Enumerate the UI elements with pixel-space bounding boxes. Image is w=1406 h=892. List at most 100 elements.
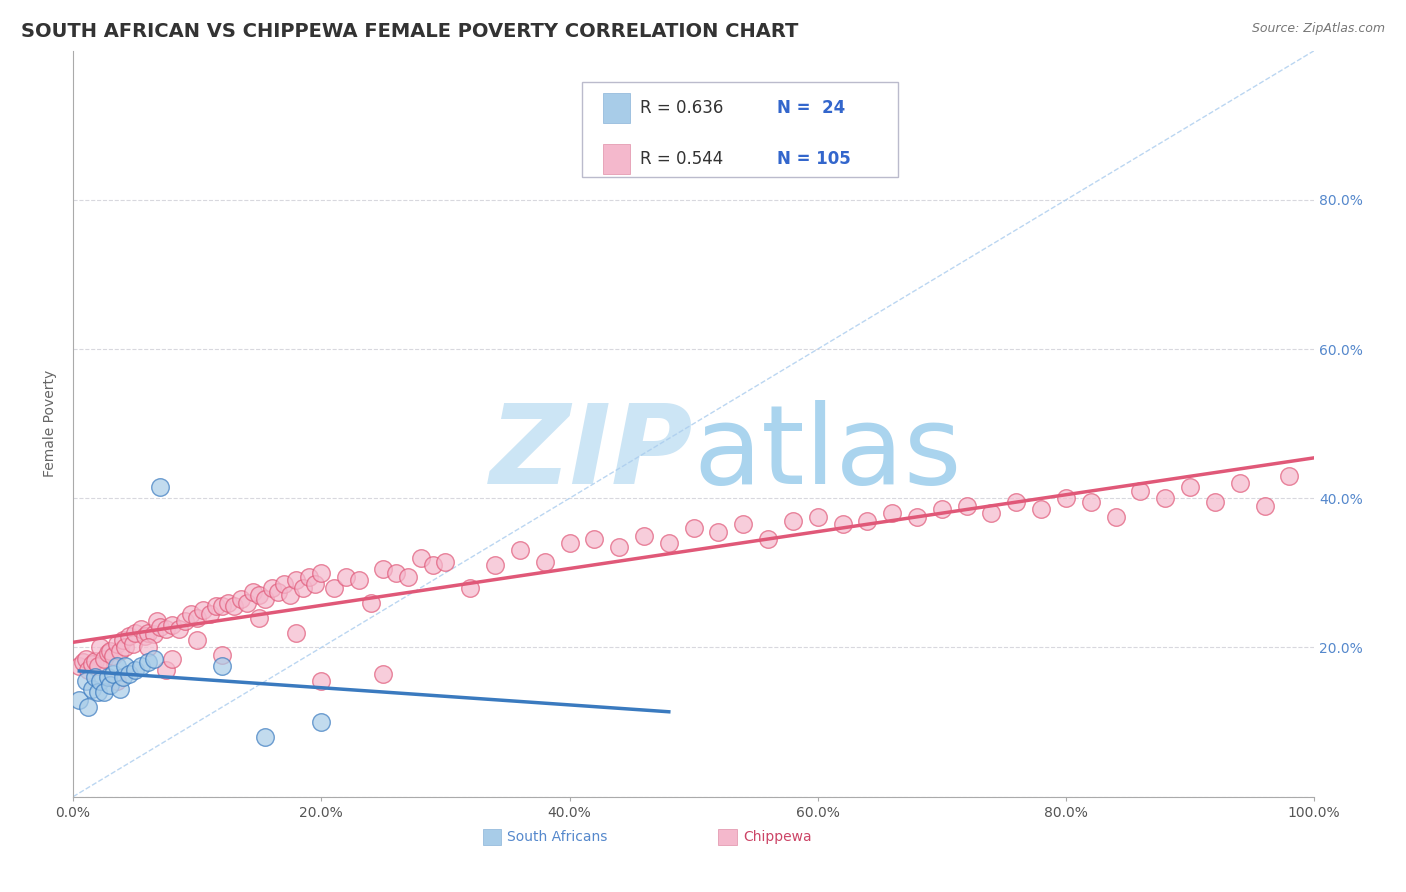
Point (422, 558, 444, 573)
Point (105, 637, 128, 651)
Point (905, 510, 928, 524)
Point (782, 514, 804, 528)
FancyBboxPatch shape (718, 829, 737, 845)
Point (607, 540, 630, 554)
Point (93, 685, 115, 699)
Point (229, 592, 252, 607)
Point (458, 581, 481, 595)
Point (247, 610, 270, 624)
Point (322, 581, 344, 595)
Point (80, 681, 103, 696)
Point (146, 615, 169, 629)
Point (80, 657, 103, 671)
Point (101, 649, 124, 664)
Point (111, 633, 134, 648)
Point (931, 502, 953, 516)
Point (89, 674, 111, 689)
Point (1005, 495, 1028, 509)
Text: atlas: atlas (693, 400, 962, 507)
Point (114, 659, 136, 673)
Point (224, 599, 246, 614)
Point (242, 584, 264, 599)
Point (124, 625, 146, 640)
Point (136, 656, 159, 670)
Text: N =  24: N = 24 (776, 99, 845, 117)
Point (101, 666, 124, 681)
Point (285, 625, 308, 640)
Point (162, 651, 184, 665)
Point (211, 599, 233, 614)
Point (533, 555, 555, 569)
FancyBboxPatch shape (603, 93, 630, 123)
Point (633, 528, 655, 542)
Text: Chippewa: Chippewa (744, 830, 811, 844)
Point (217, 596, 239, 610)
Point (204, 599, 226, 614)
Point (1129, 483, 1152, 498)
Point (254, 592, 277, 607)
Point (335, 569, 357, 583)
Point (509, 543, 531, 558)
Point (167, 622, 190, 636)
Point (373, 562, 395, 576)
Point (311, 674, 333, 689)
Point (149, 619, 172, 633)
Point (118, 666, 141, 681)
Point (1154, 491, 1177, 506)
Point (434, 555, 457, 569)
Point (267, 584, 290, 599)
Point (278, 588, 301, 602)
Point (142, 627, 165, 641)
Point (121, 637, 143, 651)
Point (409, 551, 432, 566)
Point (173, 615, 195, 629)
Point (134, 629, 156, 643)
Point (118, 629, 141, 643)
Point (396, 569, 419, 583)
Point (1229, 476, 1251, 491)
Point (658, 536, 681, 550)
Point (682, 521, 704, 535)
Point (193, 603, 215, 617)
Point (67, 692, 90, 706)
Point (186, 610, 208, 624)
Point (273, 577, 295, 591)
Point (236, 596, 259, 610)
Point (124, 663, 146, 677)
Point (75, 674, 97, 689)
Point (89, 640, 111, 655)
Point (807, 510, 830, 524)
Point (1054, 491, 1077, 506)
Point (980, 506, 1002, 520)
Point (162, 618, 184, 632)
Point (311, 715, 333, 730)
Point (831, 517, 853, 532)
Point (856, 514, 879, 528)
Point (149, 480, 172, 494)
Point (93, 651, 115, 665)
Point (114, 640, 136, 655)
FancyBboxPatch shape (482, 829, 502, 845)
Point (882, 506, 904, 520)
Point (77, 700, 100, 714)
Point (136, 625, 159, 640)
Point (311, 566, 333, 580)
Point (77, 663, 100, 677)
Point (67, 659, 90, 673)
FancyBboxPatch shape (603, 144, 630, 174)
Point (1204, 495, 1226, 509)
Point (285, 574, 308, 588)
Point (254, 730, 277, 744)
Point (136, 640, 159, 655)
Point (105, 659, 128, 673)
Point (142, 651, 165, 665)
Point (583, 533, 606, 547)
Point (260, 581, 283, 595)
Point (733, 517, 755, 532)
Point (1278, 469, 1301, 483)
Text: SOUTH AFRICAN VS CHIPPEWA FEMALE POVERTY CORRELATION CHART: SOUTH AFRICAN VS CHIPPEWA FEMALE POVERTY… (21, 22, 799, 41)
Point (211, 648, 233, 662)
Point (155, 663, 177, 677)
Point (97, 670, 120, 684)
Point (298, 569, 321, 583)
